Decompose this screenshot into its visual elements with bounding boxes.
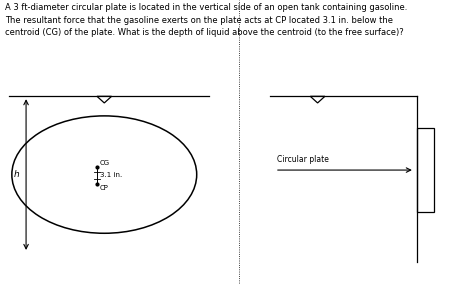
Text: 3.1 in.: 3.1 in.	[100, 172, 122, 178]
Text: A 3 ft-diameter circular plate is located in the vertical side of an open tank c: A 3 ft-diameter circular plate is locate…	[5, 3, 407, 37]
Text: Circular plate: Circular plate	[277, 155, 329, 164]
Text: CG: CG	[100, 160, 109, 166]
Bar	[417, 128, 434, 212]
Text: h: h	[13, 170, 19, 179]
Text: CP: CP	[100, 185, 109, 191]
